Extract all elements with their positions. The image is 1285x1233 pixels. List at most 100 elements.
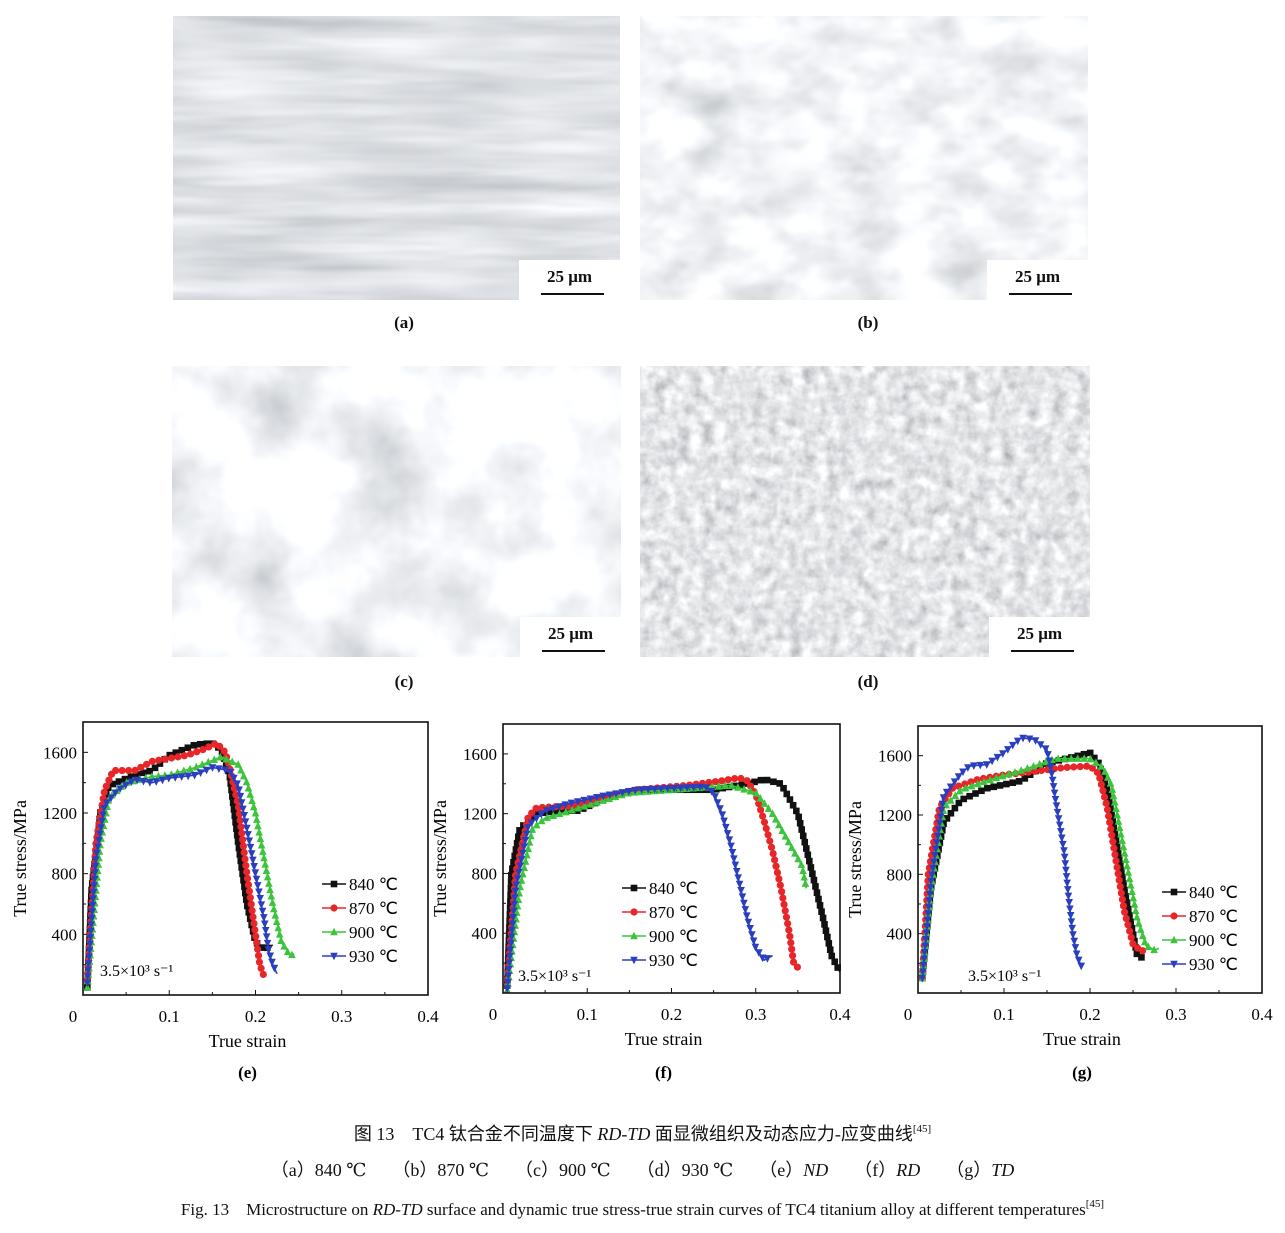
data-point xyxy=(612,790,620,798)
data-point xyxy=(506,952,514,961)
caption-ref: [45] xyxy=(912,1123,932,1135)
data-point xyxy=(946,783,955,792)
caption-chinese: 图 13 TC4 钛合金不同温度下 RD-TD 面显微组织及动态应力-应变曲线[… xyxy=(0,1120,1285,1146)
data-point xyxy=(547,808,555,816)
data-point xyxy=(103,799,111,808)
data-point xyxy=(797,860,806,868)
data-point xyxy=(512,881,521,890)
data-point xyxy=(88,901,97,910)
data-point xyxy=(116,785,124,793)
data-point xyxy=(121,781,130,790)
panel-label: (g) xyxy=(1072,1063,1092,1082)
data-point xyxy=(1099,787,1107,795)
data-point xyxy=(85,947,94,955)
data-point xyxy=(801,879,810,887)
data-point xyxy=(1110,844,1118,852)
data-point xyxy=(1114,817,1123,825)
data-point xyxy=(1103,784,1111,791)
data-point xyxy=(924,903,933,912)
data-point xyxy=(776,780,784,787)
data-point xyxy=(244,831,252,839)
data-point xyxy=(555,809,564,818)
data-point xyxy=(930,858,938,867)
data-point xyxy=(976,761,985,770)
data-point xyxy=(1054,754,1063,762)
data-point xyxy=(567,799,576,808)
data-point xyxy=(783,790,791,798)
data-point xyxy=(1120,880,1127,887)
data-point xyxy=(261,926,270,935)
data-point xyxy=(1110,822,1118,830)
data-point xyxy=(1062,866,1070,875)
data-point xyxy=(740,899,748,908)
micrograph-b: 25 μm xyxy=(640,16,1088,300)
data-point xyxy=(555,803,563,811)
legend-marker xyxy=(330,880,338,888)
data-point xyxy=(1111,850,1119,859)
data-point xyxy=(248,906,256,915)
data-point xyxy=(751,943,760,952)
data-point xyxy=(1121,908,1129,916)
data-point xyxy=(722,823,730,832)
data-point xyxy=(1122,855,1130,864)
data-point xyxy=(91,869,99,877)
data-point xyxy=(781,907,789,915)
data-point xyxy=(923,923,931,931)
data-point xyxy=(226,769,235,777)
data-point xyxy=(240,849,248,857)
data-point xyxy=(1124,905,1132,913)
data-point xyxy=(529,813,537,821)
data-point xyxy=(810,876,818,884)
data-point xyxy=(1052,802,1061,811)
data-point xyxy=(95,837,103,845)
data-point xyxy=(251,869,260,877)
data-point xyxy=(755,800,763,808)
data-point xyxy=(784,919,792,928)
data-point xyxy=(244,902,251,910)
data-point xyxy=(121,775,129,783)
data-point xyxy=(986,775,994,784)
data-point xyxy=(925,897,934,905)
data-point xyxy=(527,831,535,840)
data-point xyxy=(249,802,258,811)
data-point xyxy=(255,888,263,897)
data-point xyxy=(232,818,239,826)
data-point xyxy=(1101,767,1109,775)
y-tick-label: 1200 xyxy=(463,805,497,824)
strain-rate-annotation: 3.5×10³ s⁻¹ xyxy=(518,968,591,985)
data-point xyxy=(202,766,211,775)
data-point xyxy=(696,783,704,792)
data-point xyxy=(1061,860,1070,868)
data-point xyxy=(1041,745,1050,753)
data-point xyxy=(1127,918,1135,926)
data-point xyxy=(716,805,724,813)
data-point xyxy=(593,798,601,806)
x-tick-label: 0.1 xyxy=(993,1005,1014,1024)
x-tick-label: 0 xyxy=(904,1005,913,1024)
data-point xyxy=(527,819,536,827)
x-tick-label: 0.3 xyxy=(1165,1005,1186,1024)
data-point xyxy=(1124,921,1132,929)
data-point xyxy=(507,884,515,892)
data-point xyxy=(1080,750,1088,758)
data-point xyxy=(1053,808,1062,817)
caption-sub-item: （g）TD xyxy=(946,1160,1015,1180)
data-point xyxy=(271,911,280,919)
data-point xyxy=(778,826,786,834)
data-point xyxy=(215,765,223,773)
data-point xyxy=(1056,828,1065,836)
data-point xyxy=(799,832,807,840)
data-point xyxy=(256,894,264,903)
legend-label: 930 ℃ xyxy=(1189,955,1238,974)
data-point xyxy=(1069,931,1077,939)
data-point xyxy=(247,900,255,908)
data-point xyxy=(240,811,249,820)
chart-g: 0 0.1 0.2 0.3 0.4 400 800 1200 1600 True strain Tr… xyxy=(845,725,1273,1082)
data-point xyxy=(1068,924,1076,933)
data-point xyxy=(244,881,253,889)
data-point xyxy=(177,773,186,781)
data-point xyxy=(248,796,256,805)
data-point xyxy=(1119,902,1128,910)
data-point xyxy=(1118,836,1126,844)
data-point xyxy=(828,952,836,960)
